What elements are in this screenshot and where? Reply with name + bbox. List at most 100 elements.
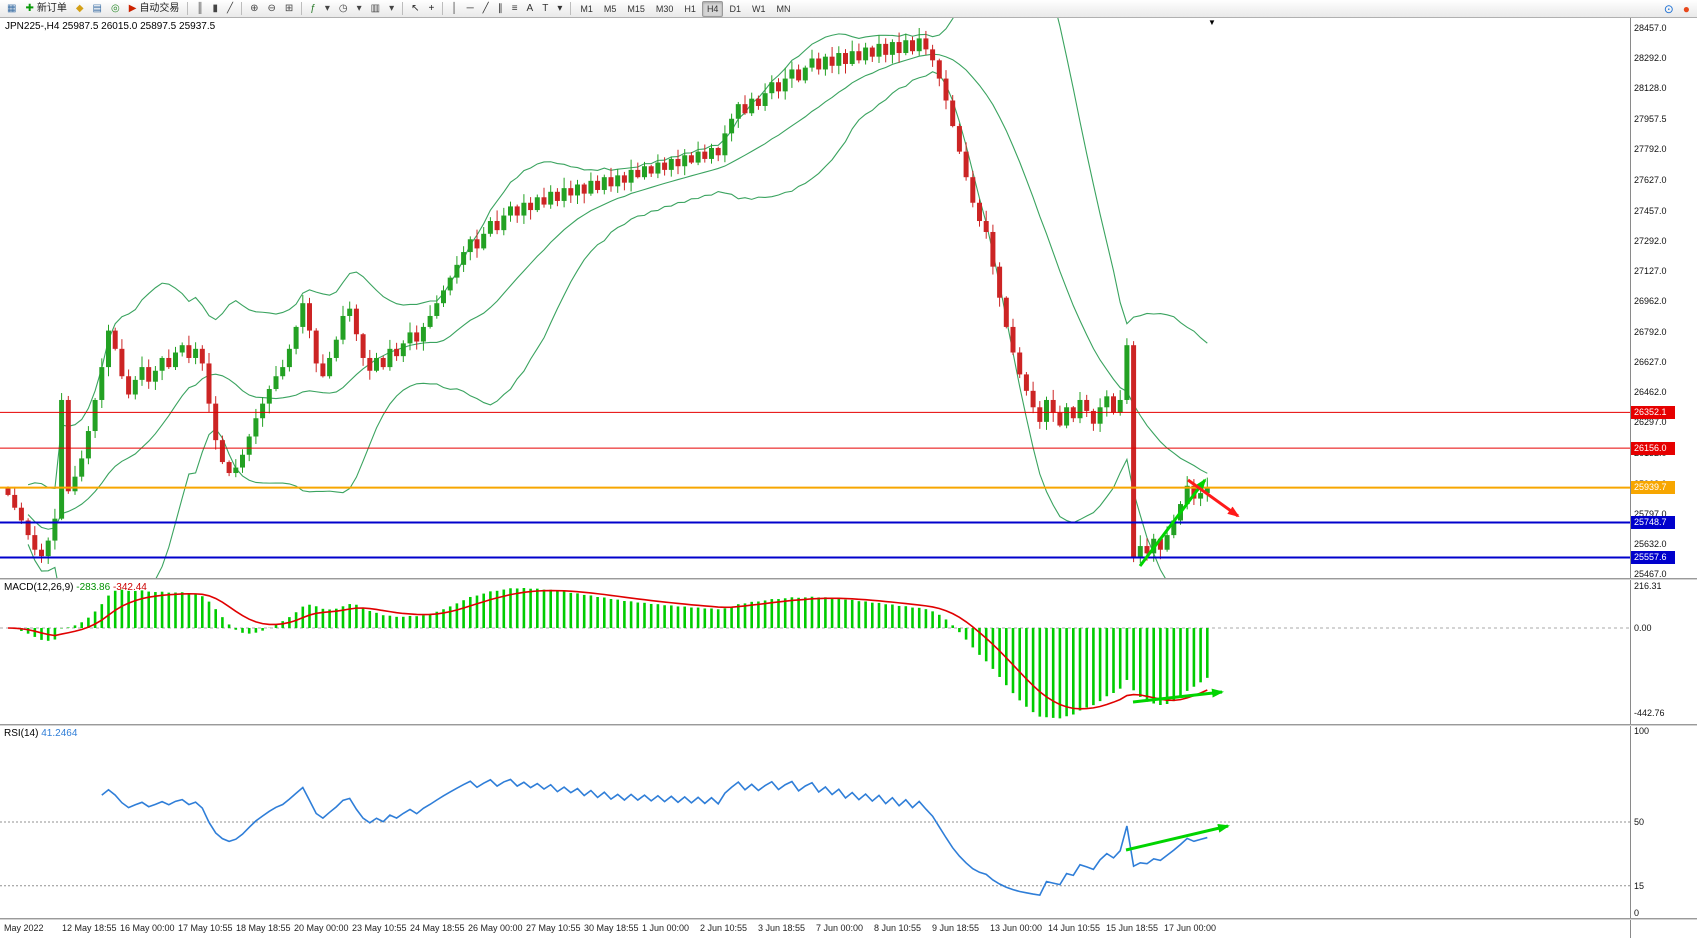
new-chart-icon: ▦ (7, 2, 17, 14)
chart-shift-marker[interactable]: ▼ (1208, 18, 1216, 27)
fibonacci-button[interactable]: ≡ (508, 0, 522, 17)
price-axis-label: 27457.0 (1634, 205, 1667, 216)
bar-chart-icon: ║ (196, 2, 204, 14)
label-button[interactable]: T (538, 0, 552, 17)
templates-icon: ▾ (389, 2, 395, 14)
text-icon: A (526, 2, 534, 14)
hline-button[interactable]: ─ (463, 0, 478, 17)
rsi-label: RSI(14) 41.2464 (4, 728, 77, 739)
time-axis-label: 23 May 10:55 (352, 923, 407, 933)
zoom-out-icon: ⊖ (267, 2, 276, 14)
shapes-dropdown[interactable]: ▾ (553, 0, 566, 17)
rsi-axis[interactable]: 100 50 15 0 (1631, 726, 1697, 918)
candlestick-icon: ▮ (212, 2, 219, 14)
vline-button[interactable]: │ (447, 0, 461, 17)
data-window-button[interactable]: ▤ (89, 0, 106, 17)
rsi-panel-separator[interactable] (0, 724, 1697, 726)
rsi-axis-label: 100 (1634, 726, 1650, 736)
text-button[interactable]: A (523, 0, 538, 17)
timeframe-button-w1[interactable]: W1 (751, 3, 766, 14)
periods-dropdown[interactable]: ▾ (353, 0, 366, 17)
time-axis-label: 15 Jun 18:55 (1106, 923, 1159, 933)
macd-axis[interactable]: 216.31 0.00 -442.76 (1631, 580, 1697, 724)
record-overlay-icon[interactable]: ● (1679, 0, 1694, 17)
new-chart-button[interactable]: ▦ (3, 0, 20, 17)
templates-button[interactable]: ▥ (367, 0, 384, 17)
magnifier-overlay-icon[interactable]: ⊙ (1660, 0, 1678, 17)
cursor-button[interactable]: ↖ (407, 0, 423, 17)
price-axis[interactable]: 28457.0 28292.0 28128.0 27957.5 27792.0 27627… (1631, 18, 1697, 579)
time-axis-label: 1 Jun 00:00 (642, 923, 690, 933)
price-axis-label: 25797.0 (1634, 508, 1667, 519)
time-axis-label: 24 May 18:55 (410, 923, 465, 933)
price-tag: 25557.6 (1631, 550, 1675, 564)
rsi-name: RSI(14) (4, 728, 39, 739)
price-axis-label: 28457.0 (1634, 23, 1667, 33)
rsi-value: 41.2464 (41, 728, 78, 739)
indicators-button[interactable]: ƒ (306, 0, 320, 17)
macd-panel-plot[interactable] (0, 580, 1630, 724)
toolbar-button-label: 新订单 (36, 3, 67, 14)
timeframe-button-m5[interactable]: M5 (603, 3, 617, 14)
rsi-axis-label: 0 (1634, 908, 1640, 918)
price-axis-label: 27957.5 (1634, 114, 1667, 125)
time-axis-label: 8 Jun 10:55 (874, 923, 922, 933)
price-axis-label: 27127.0 (1634, 265, 1667, 276)
macd-axis-label: 216.31 (1634, 581, 1662, 592)
trendline-button[interactable]: ╱ (479, 0, 493, 17)
toolbar-separator (301, 2, 303, 15)
zoom-in-button[interactable]: ⊕ (246, 0, 262, 17)
trendline-icon: ╱ (482, 2, 489, 14)
macd-main-value: -283.86 (76, 582, 111, 593)
toolbar-separator (402, 2, 404, 15)
time-axis-label: May 2022 (4, 923, 44, 933)
price-tag: 26352.1 (1631, 405, 1675, 419)
autotrading-button[interactable]: ▶ 自动交易 (125, 0, 184, 17)
main-chart-plot[interactable] (0, 18, 1630, 578)
record-overlay-icon: ● (1682, 1, 1690, 16)
price-axis-label: 26462.0 (1634, 387, 1667, 398)
candlestick-button[interactable]: ▮ (209, 0, 223, 17)
channel-button[interactable]: ∥ (494, 0, 507, 17)
tile-windows-button[interactable]: ⊞ (281, 0, 297, 17)
price-axis-label: 26627.0 (1634, 357, 1667, 368)
crosshair-button[interactable]: + (424, 0, 438, 17)
hline-icon: ─ (466, 2, 474, 14)
market-watch-button[interactable]: ◆ (72, 0, 88, 17)
indicators-dropdown[interactable]: ▾ (321, 0, 334, 17)
time-axis-label: 30 May 18:55 (584, 923, 639, 933)
timeframe-button-m15[interactable]: M15 (627, 3, 645, 14)
templates-icon: ▥ (370, 2, 381, 14)
timeframe-button-h4[interactable]: H4 (701, 0, 724, 17)
timeframe-button-m1[interactable]: M1 (580, 3, 593, 14)
toolbar-separator (187, 2, 189, 15)
timeframe-button-mn[interactable]: MN (776, 3, 791, 14)
time-axis[interactable]: May 2022 12 May 18:55 16 May 00:00 17 May 1… (0, 920, 1697, 938)
shapes-icon: ▾ (557, 2, 563, 14)
fibonacci-icon: ≡ (511, 2, 518, 14)
templates-dropdown[interactable]: ▾ (385, 0, 398, 17)
bar-chart-button[interactable]: ║ (192, 0, 207, 17)
channel-icon: ∥ (497, 2, 503, 14)
timeframe-button-m30[interactable]: M30 (655, 3, 674, 14)
timeframe-button-h1[interactable]: H1 (684, 3, 696, 14)
rsi-axis-label: 15 (1634, 880, 1645, 891)
crosshair-icon: + (428, 2, 435, 14)
navigator-button[interactable]: ◎ (107, 0, 124, 17)
macd-signal-value: -342.44 (112, 582, 147, 593)
time-axis-label: 9 Jun 18:55 (932, 923, 980, 933)
time-axis-label: 3 Jun 18:55 (758, 923, 806, 933)
macd-panel-separator[interactable] (0, 578, 1697, 580)
zoom-out-button[interactable]: ⊖ (263, 0, 279, 17)
rsi-panel-plot[interactable] (0, 726, 1630, 918)
time-axis-label: 26 May 00:00 (468, 923, 523, 933)
time-axis-label: 7 Jun 00:00 (816, 923, 864, 933)
price-axis-label: 28128.0 (1634, 83, 1667, 94)
rsi-axis-label: 50 (1634, 817, 1645, 827)
line-chart-button[interactable]: ╱ (223, 0, 237, 17)
periods-icon: ▾ (356, 2, 362, 14)
timeframe-button-d1[interactable]: D1 (729, 3, 741, 14)
periods-dropdown-button[interactable]: ◷ (335, 0, 352, 17)
time-axis-label: 20 May 00:00 (294, 923, 349, 933)
new-order-button[interactable]: ✚ 新订单 (21, 0, 70, 17)
